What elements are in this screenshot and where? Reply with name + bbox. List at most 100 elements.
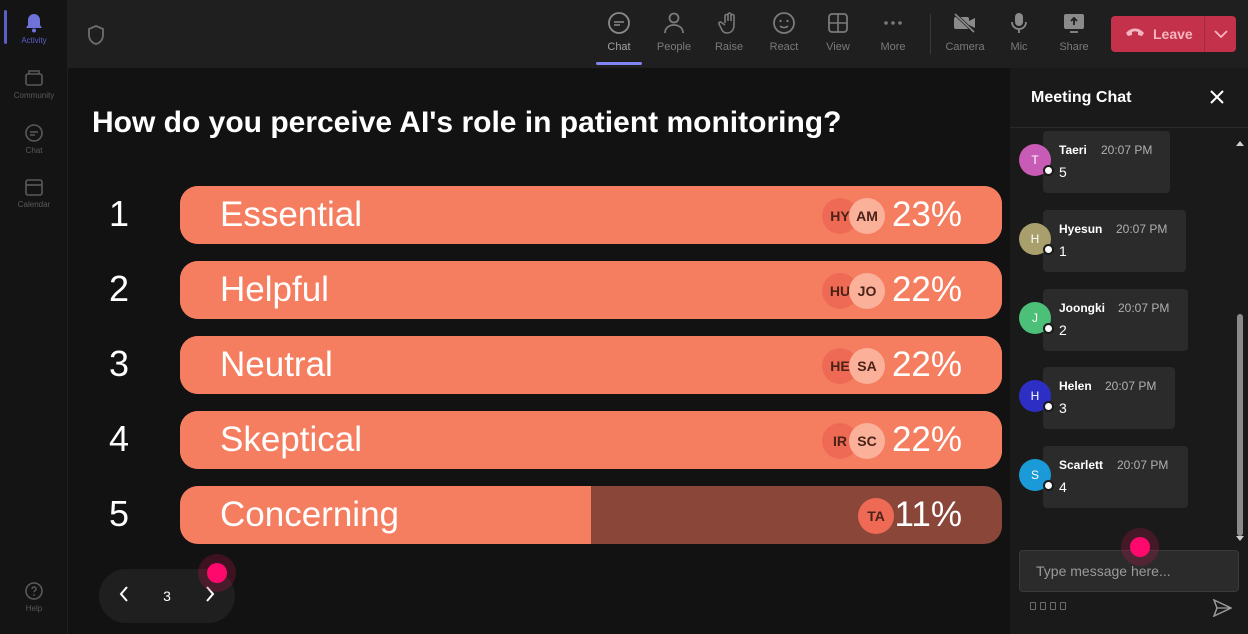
toolbar-share-button[interactable]: Share bbox=[1046, 10, 1102, 60]
format-toolbar bbox=[1030, 602, 1066, 610]
chat-message-text: 4 bbox=[1059, 479, 1067, 495]
poll-option-bar[interactable]: Concerning TA 11% bbox=[180, 486, 1002, 544]
chat-message[interactable]: Helen 20:07 PM 3 bbox=[1043, 367, 1175, 429]
previous-page-button[interactable] bbox=[99, 569, 149, 623]
toolbar-camera-button[interactable]: Camera bbox=[937, 10, 993, 60]
scrollbar-thumb[interactable] bbox=[1237, 314, 1243, 536]
avatar[interactable]: T bbox=[1019, 144, 1054, 176]
rail-item-calendar[interactable]: Calendar bbox=[0, 176, 68, 226]
attach-icon[interactable] bbox=[1040, 602, 1046, 610]
chat-message-time: 20:07 PM bbox=[1117, 458, 1169, 472]
avatar[interactable]: J bbox=[1019, 302, 1054, 334]
chat-message-time: 20:07 PM bbox=[1118, 301, 1170, 315]
app-rail: Activity Community Chat Calendar Help bbox=[0, 0, 68, 634]
toolbar-more-button[interactable]: More bbox=[865, 10, 921, 60]
poll-option-number: 2 bbox=[108, 268, 130, 309]
chat-message-sender: Taeri bbox=[1059, 143, 1087, 157]
close-icon[interactable] bbox=[1208, 88, 1226, 106]
share-icon bbox=[1061, 10, 1087, 36]
poll-option-percent: 23% bbox=[891, 195, 962, 234]
rail-item-community[interactable]: Community bbox=[0, 67, 68, 117]
chat-message-time: 20:07 PM bbox=[1105, 379, 1157, 393]
poll-option-bar[interactable]: Neutral HE SA 22% bbox=[180, 336, 1002, 394]
voter-avatar: SC bbox=[849, 423, 885, 459]
toolbar-divider bbox=[930, 14, 931, 54]
camera-off-icon bbox=[952, 10, 978, 36]
toolbar-view-button[interactable]: View bbox=[810, 10, 866, 60]
next-page-button[interactable] bbox=[185, 569, 235, 623]
poll-option-fill bbox=[180, 486, 591, 544]
meeting-chat-panel: Meeting Chat Taeri 20:07 PM 5 T Hyesun 20:07 … bbox=[1010, 68, 1248, 634]
mic-icon bbox=[1006, 10, 1032, 36]
toolbar-chat-button[interactable]: Chat bbox=[591, 10, 647, 60]
poll-option-bar[interactable]: Essential HY AM 23% bbox=[180, 186, 1002, 244]
chat-message[interactable]: Joongki 20:07 PM 2 bbox=[1043, 289, 1188, 351]
more-icon bbox=[880, 10, 906, 36]
chat-title: Meeting Chat bbox=[1031, 89, 1132, 106]
presence-status-icon bbox=[1043, 480, 1054, 491]
page-number: 3 bbox=[163, 588, 171, 604]
poll-option-label: Skeptical bbox=[220, 420, 363, 459]
poll-option-percent: 22% bbox=[891, 420, 962, 459]
community-icon bbox=[23, 67, 45, 89]
calendar-icon bbox=[23, 176, 45, 198]
avatar[interactable]: S bbox=[1019, 459, 1054, 491]
cursor-indicator bbox=[207, 563, 227, 583]
poll-option-number: 5 bbox=[108, 493, 130, 534]
poll-option-number: 4 bbox=[108, 418, 130, 459]
chat-header: Meeting Chat bbox=[1010, 68, 1248, 128]
poll-option-label: Neutral bbox=[220, 345, 333, 384]
chat-scrollbar[interactable] bbox=[1233, 130, 1247, 542]
chat-message-input[interactable] bbox=[1019, 550, 1239, 592]
scroll-down-icon[interactable] bbox=[1235, 530, 1245, 541]
rail-item-activity[interactable]: Activity bbox=[0, 12, 68, 62]
voter-avatar: TA bbox=[858, 498, 894, 534]
avatar-initial: H bbox=[1030, 232, 1040, 246]
chat-message[interactable]: Hyesun 20:07 PM 1 bbox=[1043, 210, 1186, 272]
chat-message-sender: Joongki bbox=[1059, 301, 1106, 315]
rail-item-chat[interactable]: Chat bbox=[0, 122, 68, 172]
avatar-initial: T bbox=[1031, 153, 1039, 167]
poll-question: How do you perceive AI's role in patient… bbox=[92, 106, 842, 139]
toolbar-people-button[interactable]: People bbox=[646, 10, 702, 60]
chat-message-text: 5 bbox=[1059, 164, 1067, 180]
chat-message[interactable]: Scarlett 20:07 PM 4 bbox=[1043, 446, 1188, 508]
poll-option-bar[interactable]: Skeptical IR SC 22% bbox=[180, 411, 1002, 469]
avatar[interactable]: H bbox=[1019, 380, 1054, 412]
toolbar-raise-button[interactable]: Raise bbox=[701, 10, 757, 60]
chat-message-sender: Hyesun bbox=[1059, 222, 1103, 236]
chat-message-sender: Scarlett bbox=[1059, 458, 1104, 472]
toolbar-react-button[interactable]: React bbox=[756, 10, 812, 60]
presence-status-icon bbox=[1043, 244, 1054, 255]
poll-option-number: 3 bbox=[108, 343, 130, 384]
gif-icon[interactable] bbox=[1060, 602, 1066, 610]
emoji-icon[interactable] bbox=[1050, 602, 1056, 610]
view-icon bbox=[825, 10, 851, 36]
toolbar-mic-button[interactable]: Mic bbox=[991, 10, 1047, 60]
scroll-up-icon[interactable] bbox=[1235, 134, 1245, 146]
help-icon bbox=[23, 580, 45, 602]
leave-button[interactable]: Leave bbox=[1111, 16, 1236, 52]
chat-message-text: 3 bbox=[1059, 400, 1067, 416]
bell-icon bbox=[23, 12, 45, 34]
chat-message-time: 20:07 PM bbox=[1101, 143, 1153, 157]
shield-icon[interactable] bbox=[86, 24, 106, 46]
chat-message-time: 20:07 PM bbox=[1116, 222, 1168, 236]
leave-options-button[interactable] bbox=[1205, 25, 1236, 43]
format-icon[interactable] bbox=[1030, 602, 1036, 610]
voter-avatar: JO bbox=[849, 273, 885, 309]
avatar[interactable]: H bbox=[1019, 223, 1054, 255]
leave-main-button[interactable]: Leave bbox=[1111, 16, 1205, 52]
send-icon[interactable] bbox=[1212, 598, 1233, 618]
rail-active-indicator bbox=[4, 10, 7, 44]
chat-icon bbox=[23, 122, 45, 144]
voter-avatar: SA bbox=[849, 348, 885, 384]
chevron-down-icon bbox=[1213, 25, 1228, 43]
presence-status-icon bbox=[1043, 401, 1054, 412]
react-icon bbox=[771, 10, 797, 36]
chat-message[interactable]: Taeri 20:07 PM 5 bbox=[1043, 131, 1170, 193]
chat-tab-indicator bbox=[596, 62, 642, 65]
chevron-right-icon bbox=[205, 585, 215, 607]
poll-option-bar[interactable]: Helpful HU JO 22% bbox=[180, 261, 1002, 319]
rail-item-help[interactable]: Help bbox=[0, 580, 68, 630]
